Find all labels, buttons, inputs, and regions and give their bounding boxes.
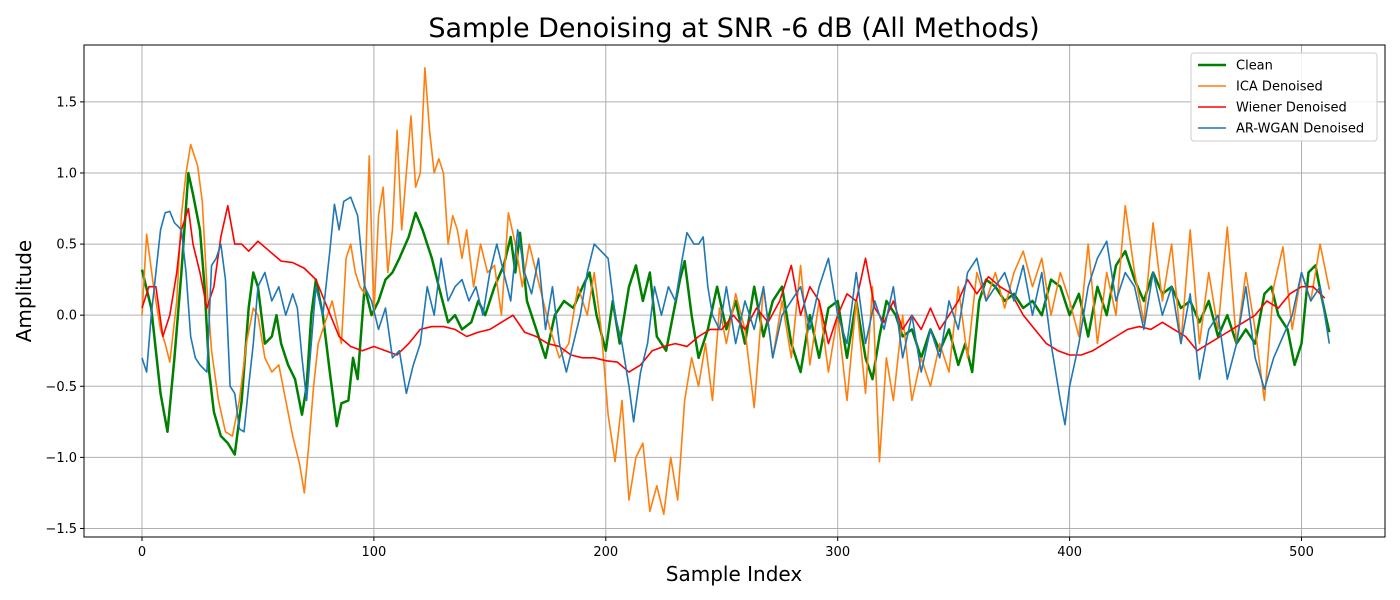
y-tick-label: −1.5 xyxy=(45,522,77,537)
x-tick-label: 100 xyxy=(361,545,386,560)
legend-label-ar-wgan-denoised: AR-WGAN Denoised xyxy=(1236,122,1364,137)
x-tick-label: 400 xyxy=(1057,545,1082,560)
x-tick-label: 0 xyxy=(138,545,146,560)
x-tick-label: 500 xyxy=(1289,545,1314,560)
plot-area xyxy=(84,45,1385,537)
legend-label-wiener-denoised: Wiener Denoised xyxy=(1236,101,1347,116)
x-tick-label: 200 xyxy=(593,545,618,560)
plot-background xyxy=(84,45,1385,537)
legend-box xyxy=(1190,52,1378,142)
y-tick-label: 1.0 xyxy=(56,166,77,181)
x-axis-label: Sample Index xyxy=(666,562,803,586)
series-layer xyxy=(140,66,1331,516)
grid-lines xyxy=(84,45,1385,537)
y-axis-ticks: −1.5 −1.0 −0.5 0.0 0.5 1.0 1.5 xyxy=(45,95,84,537)
y-tick-label: 1.5 xyxy=(56,95,77,110)
legend: Clean ICA Denoised Wiener Denoised AR-WGAN … xyxy=(1190,52,1378,142)
x-axis-ticks: 0 100 200 300 400 500 xyxy=(138,537,1314,560)
chart-title: Sample Denoising at SNR -6 dB (All Metho… xyxy=(428,13,1039,44)
y-axis-label: Amplitude xyxy=(12,240,36,343)
axes-frame xyxy=(83,44,1386,538)
y-tick-label: −1.0 xyxy=(45,451,77,466)
y-tick-label: 0.0 xyxy=(56,309,77,324)
y-tick-label: 0.5 xyxy=(56,238,77,253)
series-line-ica-denoised xyxy=(141,66,1331,516)
x-tick-label: 300 xyxy=(825,545,850,560)
axes-border xyxy=(83,44,1386,538)
y-tick-label: −0.5 xyxy=(45,380,77,395)
series-line-ar-wgan-denoised xyxy=(141,196,1331,433)
legend-label-clean: Clean xyxy=(1236,59,1273,74)
legend-label-ica-denoised: ICA Denoised xyxy=(1236,80,1323,95)
series-line-wiener-denoised xyxy=(141,204,1326,373)
